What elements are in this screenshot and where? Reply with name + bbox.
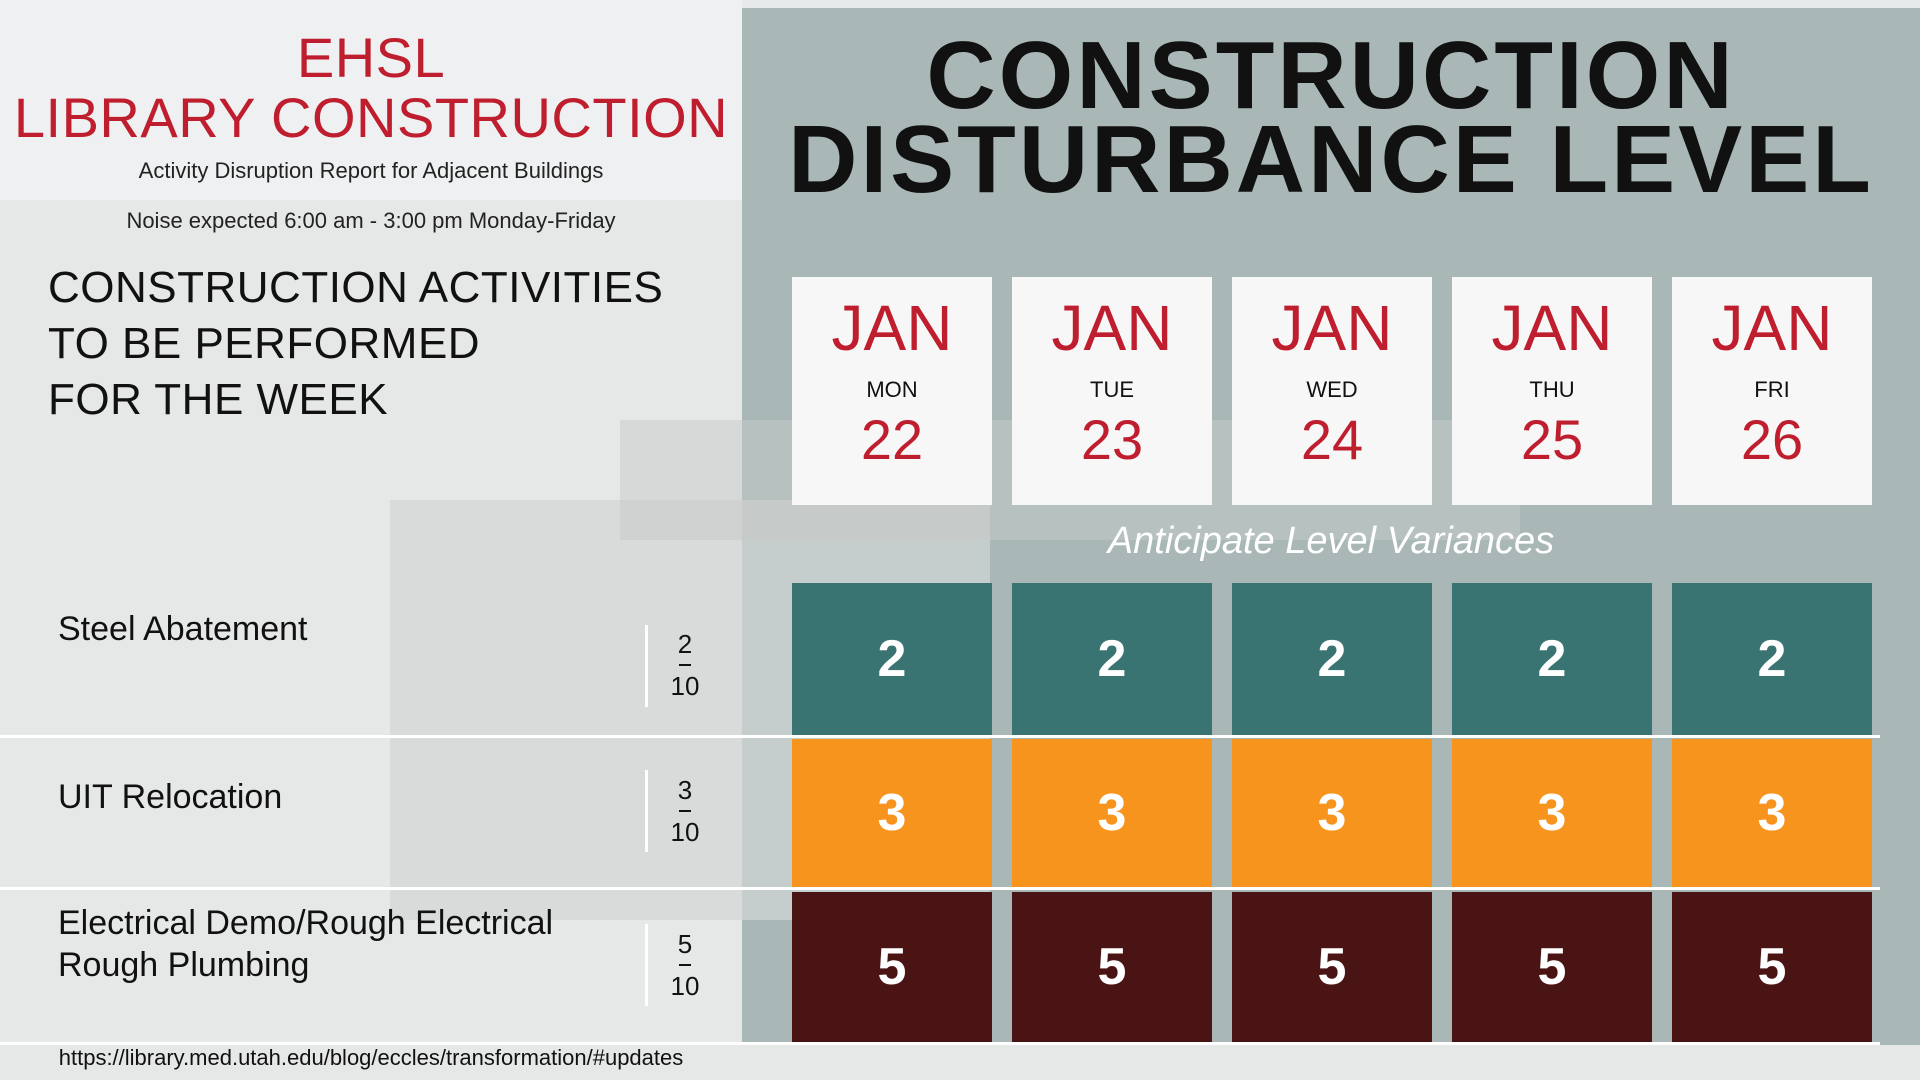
activity-label-electrical-plumbing: Electrical Demo/Rough Electrical Rough P… [58, 902, 553, 986]
fraction-bar [679, 964, 691, 966]
day-date: 25 [1520, 408, 1584, 471]
day-card-wed: JAN WED 24 [1232, 277, 1432, 505]
level-scale: 10 [670, 671, 700, 701]
variance-note: Anticipate Level Variances [1107, 520, 1555, 562]
row-divider [0, 1042, 1880, 1045]
level-cell: 3 [1012, 739, 1212, 887]
activity-label-line: Steel Abatement [58, 610, 308, 648]
brand-title-line1: EHSL [296, 26, 446, 89]
activity-label-line: Electrical Demo/Rough Electrical [58, 904, 554, 942]
day-date: 26 [1740, 408, 1804, 471]
activities-heading-line: TO BE PERFORMED [48, 319, 481, 368]
level-value: 5 [677, 929, 693, 959]
label-divider [645, 924, 648, 1006]
level-cell: 2 [1232, 583, 1432, 735]
level-scale: 10 [670, 971, 700, 1001]
day-name: FRI [1754, 377, 1790, 402]
day-card-mon: JAN MON 22 [792, 277, 992, 505]
day-month: JAN [1491, 292, 1613, 364]
activity-label-steel-abatement: Steel Abatement [58, 608, 308, 650]
label-divider [645, 625, 648, 707]
day-month: JAN [1711, 292, 1833, 364]
level-fraction: 5 10 [657, 930, 713, 1000]
day-date: 24 [1300, 408, 1364, 471]
level-cell: 3 [1232, 739, 1432, 887]
activities-heading-line: CONSTRUCTION ACTIVITIES [48, 263, 664, 312]
activities-heading-line: FOR THE WEEK [48, 375, 389, 424]
day-name: THU [1529, 377, 1575, 402]
level-cell: 5 [1672, 892, 1872, 1042]
level-cell: 5 [1232, 892, 1432, 1042]
level-scale: 10 [670, 817, 700, 847]
fraction-bar [679, 664, 691, 666]
day-month: JAN [831, 292, 953, 364]
level-cell: 2 [1672, 583, 1872, 735]
fraction-bar [679, 810, 691, 812]
activity-label-line: UIT Relocation [58, 778, 283, 816]
activity-label-uit-relocation: UIT Relocation [58, 776, 282, 818]
day-card-tue: JAN TUE 23 [1012, 277, 1212, 505]
level-cell: 5 [1012, 892, 1212, 1042]
level-fraction: 2 10 [657, 630, 713, 700]
header-panel [0, 0, 742, 200]
row-divider [0, 887, 1880, 890]
day-month: JAN [1051, 292, 1173, 364]
level-cell: 3 [792, 739, 992, 887]
day-name: MON [866, 377, 918, 402]
level-cell: 2 [1452, 583, 1652, 735]
day-name: WED [1306, 377, 1358, 402]
level-cell: 5 [1452, 892, 1652, 1042]
day-month: JAN [1271, 292, 1393, 364]
activities-heading: CONSTRUCTION ACTIVITIES TO BE PERFORMED … [48, 260, 728, 428]
main-title-line1: CONSTRUCTION [926, 22, 1736, 129]
level-value: 3 [677, 775, 693, 805]
level-cell: 3 [1672, 739, 1872, 887]
activity-label-line: Rough Plumbing [58, 946, 310, 984]
day-date: 22 [860, 408, 924, 471]
footer-url[interactable]: https://library.med.utah.edu/blog/eccles… [58, 1045, 684, 1070]
level-value: 2 [677, 629, 693, 659]
level-cell: 5 [792, 892, 992, 1042]
day-date: 23 [1080, 408, 1144, 471]
level-cell: 3 [1452, 739, 1652, 887]
main-title-line2: DISTURBANCE LEVEL [788, 106, 1874, 213]
day-card-thu: JAN THU 25 [1452, 277, 1652, 505]
row-divider [0, 735, 1880, 738]
level-cell: 2 [792, 583, 992, 735]
right-top-strip [742, 0, 1920, 8]
bottom-strip [742, 1045, 1920, 1080]
noise-note: Noise expected 6:00 am - 3:00 pm Monday-… [126, 208, 616, 233]
brand-title-line2: LIBRARY CONSTRUCTION [13, 86, 729, 149]
label-divider [645, 770, 648, 852]
day-card-fri: JAN FRI 26 [1672, 277, 1872, 505]
report-subtitle: Activity Disruption Report for Adjacent … [138, 158, 604, 183]
day-name: TUE [1090, 377, 1134, 402]
level-cell: 2 [1012, 583, 1212, 735]
level-fraction: 3 10 [657, 776, 713, 846]
